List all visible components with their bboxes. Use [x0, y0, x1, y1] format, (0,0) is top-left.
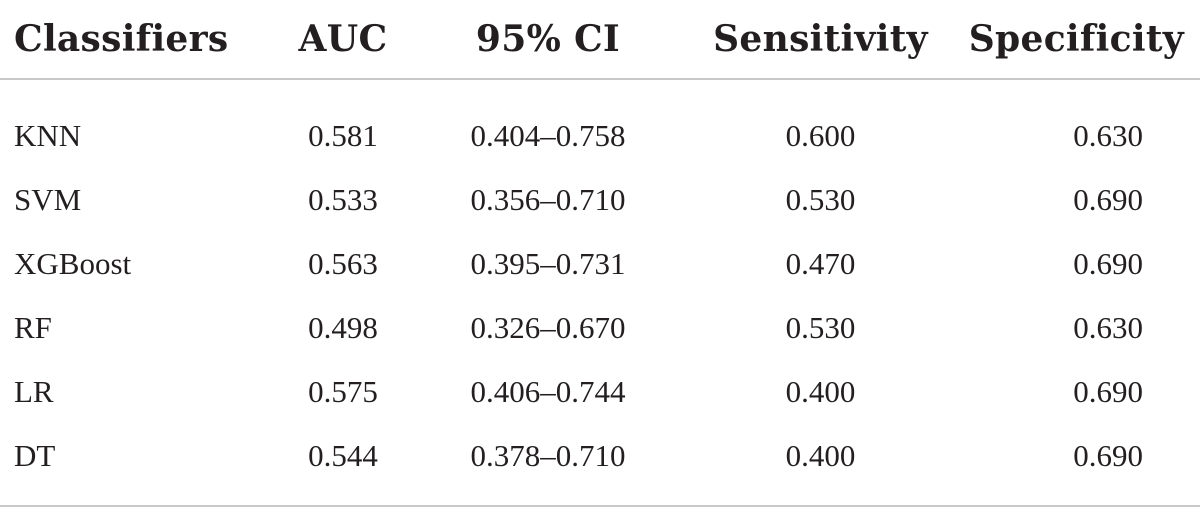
table-row: KNN 0.581 0.404–0.758 0.600 0.630: [0, 79, 1200, 168]
table-row: DT 0.544 0.378–0.710 0.400 0.690: [0, 424, 1200, 488]
table-body: KNN 0.581 0.404–0.758 0.600 0.630 SVM 0.…: [0, 79, 1200, 488]
header-specificity: Specificity: [963, 0, 1200, 80]
cell-sensitivity: 0.470: [785, 246, 856, 281]
cell-auc: 0.498: [308, 310, 378, 345]
table-row: RF 0.498 0.326–0.670 0.530 0.630: [0, 296, 1200, 360]
table-row: LR 0.575 0.406–0.744 0.400 0.690: [0, 360, 1200, 424]
cell-sensitivity: 0.600: [785, 118, 856, 153]
cell-classifier: XGBoost: [14, 246, 132, 281]
cell-auc: 0.533: [308, 182, 378, 217]
cell-ci: 0.326–0.670: [470, 310, 626, 345]
header-95-ci: 95% CI: [418, 0, 678, 80]
cell-specificity: 0.630: [1073, 310, 1143, 345]
cell-classifier: RF: [14, 310, 52, 345]
header-sensitivity: Sensitivity: [678, 0, 963, 80]
cell-ci: 0.378–0.710: [470, 438, 626, 473]
cell-ci: 0.406–0.744: [470, 374, 626, 409]
cell-classifier: LR: [14, 374, 54, 409]
cell-auc: 0.575: [308, 374, 378, 409]
cell-auc: 0.563: [308, 246, 378, 281]
cell-specificity: 0.690: [1073, 438, 1143, 473]
cell-classifier: SVM: [14, 182, 82, 217]
cell-ci: 0.395–0.731: [470, 246, 626, 281]
cell-specificity: 0.630: [1073, 118, 1143, 153]
cell-sensitivity: 0.400: [785, 374, 856, 409]
classifier-performance-table: Classifiers AUC 95% CI Sensitivity Speci…: [0, 0, 1200, 488]
cell-classifier: KNN: [14, 118, 82, 153]
header-classifiers: Classifiers: [0, 0, 268, 80]
table-row: SVM 0.533 0.356–0.710 0.530 0.690: [0, 168, 1200, 232]
table-row: XGBoost 0.563 0.395–0.731 0.470 0.690: [0, 232, 1200, 296]
cell-specificity: 0.690: [1073, 374, 1143, 409]
cell-sensitivity: 0.400: [785, 438, 856, 473]
cell-specificity: 0.690: [1073, 182, 1143, 217]
cell-ci: 0.356–0.710: [470, 182, 626, 217]
cell-sensitivity: 0.530: [785, 182, 856, 217]
cell-specificity: 0.690: [1073, 246, 1143, 281]
cell-sensitivity: 0.530: [785, 310, 856, 345]
cell-auc: 0.544: [308, 438, 378, 473]
cell-classifier: DT: [14, 438, 56, 473]
bottom-rule-divider: [0, 505, 1200, 507]
cell-auc: 0.581: [308, 118, 378, 153]
table-header: Classifiers AUC 95% CI Sensitivity Speci…: [0, 0, 1200, 80]
header-auc: AUC: [268, 0, 418, 80]
cell-ci: 0.404–0.758: [470, 118, 626, 153]
header-row: Classifiers AUC 95% CI Sensitivity Speci…: [0, 0, 1200, 80]
